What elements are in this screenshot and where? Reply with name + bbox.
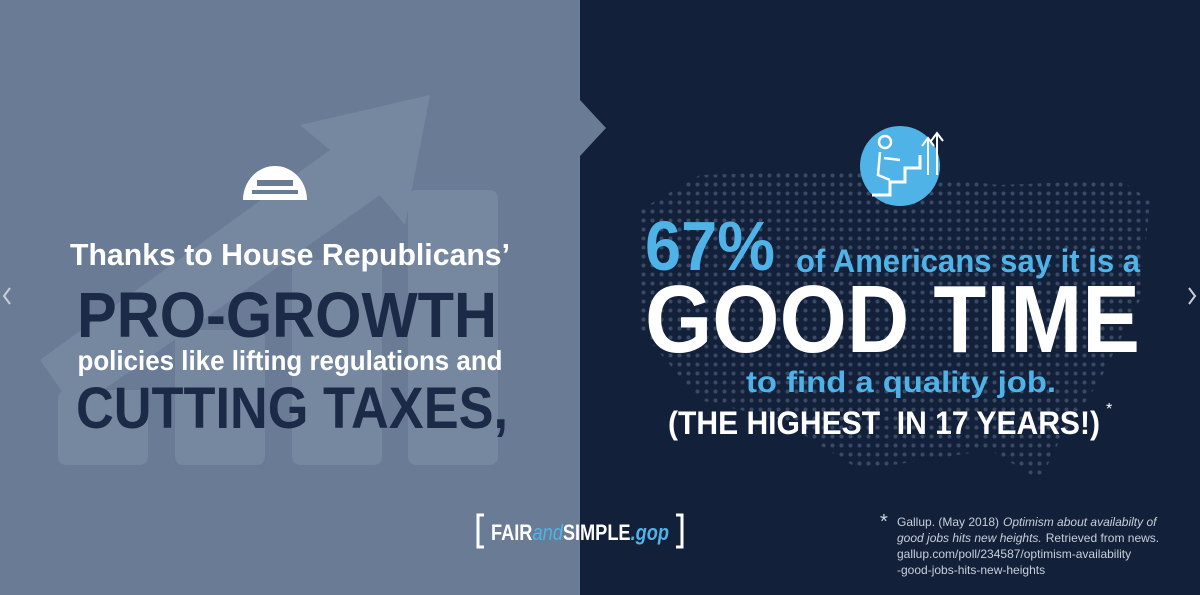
- capitol-icon: [243, 152, 307, 200]
- footnote-marker: *: [880, 511, 888, 533]
- logo-part: and: [532, 520, 563, 545]
- logo-part: FAIR: [491, 520, 533, 545]
- footnote-line: gallup.com/poll/234587/optimism-availabi…: [897, 547, 1131, 561]
- stat-value: 67%: [645, 207, 775, 285]
- footnote-title: Optimism about availabilty of: [1003, 515, 1158, 529]
- note-marker: *: [1106, 401, 1112, 418]
- footnote-line: -good-jobs-hits-new-heights: [897, 563, 1045, 577]
- us-map-dots: [640, 170, 1150, 480]
- note: (THE HIGHEST IN 17 YEARS!): [668, 405, 1100, 441]
- stat-text: of Americans say it is a: [796, 243, 1140, 279]
- logo: FAIRandSIMPLE.gop: [476, 513, 684, 549]
- footnote-text: Gallup. (May 2018): [897, 515, 999, 529]
- headline: PRO-GROWTH: [77, 279, 497, 351]
- body-text: policies like lifting regulations and: [78, 345, 503, 376]
- footnote-text: Retrieved from news.: [1046, 531, 1159, 545]
- headline: GOOD TIME: [645, 266, 1140, 373]
- job-icon: [860, 126, 944, 206]
- prev-arrow[interactable]: [2, 287, 11, 305]
- footnote-title: good jobs hits new heights.: [897, 531, 1042, 545]
- background-growth-graphic: [40, 95, 498, 465]
- logo-text: FAIRandSIMPLE.gop: [491, 520, 669, 545]
- logo-part: .gop: [631, 520, 669, 545]
- footnote-line: Gallup. (May 2018) Optimism about availab…: [897, 515, 1158, 529]
- footnote-line: good jobs hits new heights. Retrieved fro…: [897, 531, 1159, 545]
- footnote: Gallup. (May 2018) Optimism about availab…: [897, 515, 1159, 577]
- next-arrow[interactable]: [1188, 287, 1197, 305]
- logo-part: SIMPLE: [563, 520, 631, 545]
- subtext: to find a quality job.: [746, 366, 1056, 399]
- panel-chevron: [580, 100, 606, 156]
- headline: CUTTING TAXES,: [76, 376, 508, 441]
- intro-text: Thanks to House Republicans’: [70, 237, 510, 272]
